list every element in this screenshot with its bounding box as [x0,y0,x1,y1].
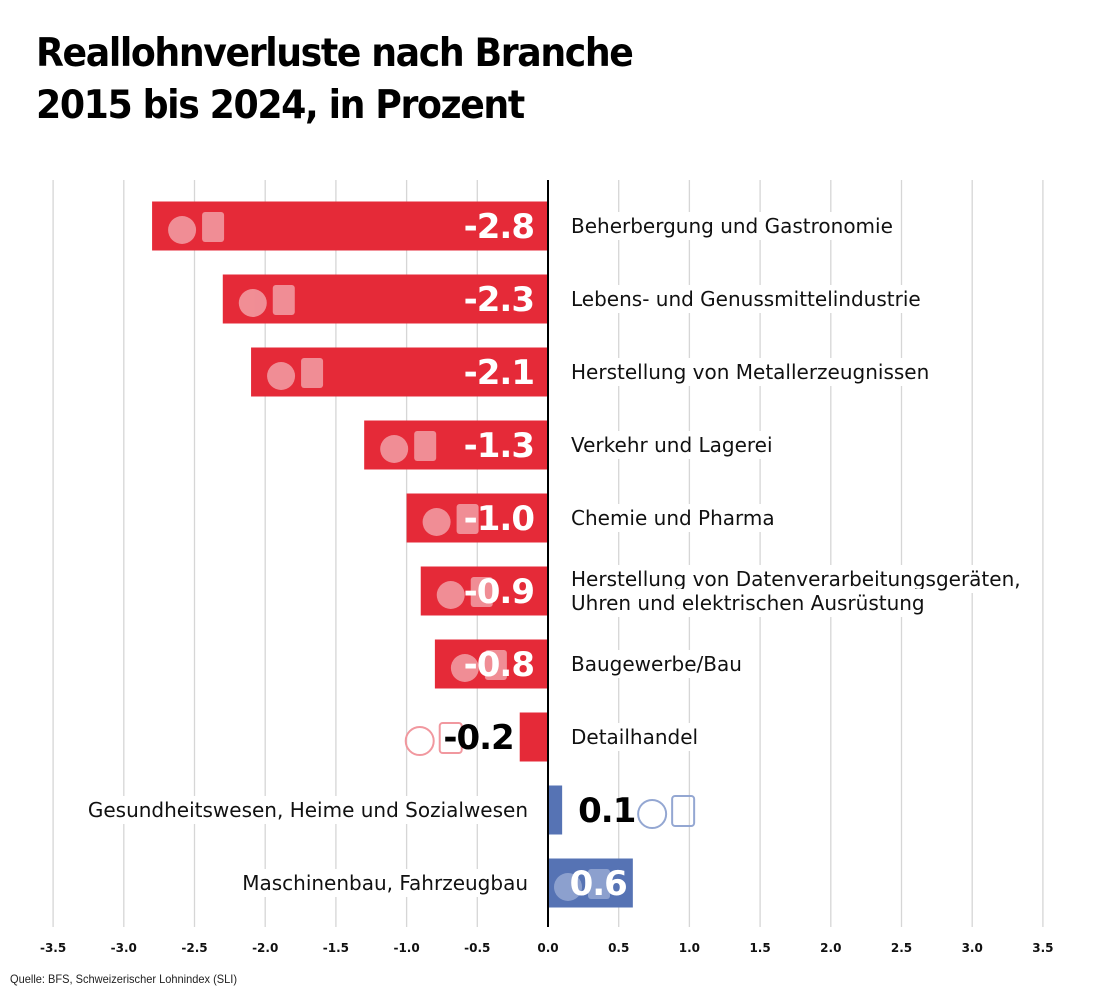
category-label: Maschinenbau, Fahrzeugbau [242,871,528,895]
category-label: Detailhandel [571,725,698,749]
category-label-background [567,565,1025,593]
icon-shape [202,212,225,242]
x-tick-label: 2.5 [891,941,912,955]
x-tick-label: 1.5 [749,941,770,955]
icon-shape [456,504,479,534]
category-label: Herstellung von Metallerzeugnissen [571,360,929,384]
bars [152,201,633,908]
icon-shape [637,799,668,829]
x-tick-label: 3.0 [962,941,983,955]
value-labels: -2.8 -2.3 -2.1 -1.3 -1.0 -0.9 -0.8 -0.2 0.1 0.6 [443,207,636,904]
category-label: Herstellung von Datenverarbeitungsgeräte… [571,567,1021,591]
x-tick-label: -1.0 [393,941,419,955]
wheelbarrow-icon [450,650,507,682]
category-label-background [567,723,703,751]
value-label: -1.0 [464,499,535,539]
category-label: Uhren und elektrischen Ausrüstung [571,591,925,615]
x-tick-label: -2.5 [181,941,207,955]
value-label: -0.8 [464,645,534,685]
category-label-background [83,796,532,824]
category-label-background [567,650,746,678]
category-label: Baugewerbe/Bau [571,652,742,676]
category-label-background [238,869,532,897]
icon-shape [380,435,409,463]
icon-shape [414,431,437,461]
value-label: 0.1 [578,791,635,831]
category-label-background [567,431,777,459]
bar [519,712,548,762]
x-tick-label: 0.0 [537,941,558,955]
x-tick-label: 3.5 [1032,941,1053,955]
flask-and-pill-jar-icon [422,504,479,536]
x-tick-label: 0.5 [608,941,629,955]
source-note: Quelle: BFS, Schweizerischer Lohnindex (… [10,972,238,986]
bar [548,785,563,835]
caring-hand-cross-icon [637,795,696,829]
value-label: -0.2 [443,718,513,758]
icon-shape [470,577,493,607]
truck-and-warehouse-icon [380,431,437,463]
value-label: -2.1 [464,353,534,393]
food-conveyor-icon [238,285,295,317]
icon-shape [436,581,465,609]
steel-beam-and-robot-arm-icon [267,358,324,390]
icon-shape [588,869,610,899]
category-label-background [567,212,897,240]
x-tick-label: 2.0 [820,941,841,955]
bar-icons [168,212,696,901]
category-label: Chemie und Pharma [571,506,775,530]
shopping-cart-icon [404,722,463,756]
category-label: Lebens- und Genussmittelindustrie [571,287,921,311]
category-label-background [567,358,934,386]
bar [251,347,548,397]
x-tick-label: -2.0 [252,941,278,955]
chart-title-line-2: 2015 bis 2024, in Prozent [36,83,525,128]
icon-shape [484,650,507,680]
icon-shape [272,285,295,315]
icon-shape [671,795,696,827]
category-label: Beherbergung und Gastronomie [571,214,893,238]
icon-shape [301,358,324,388]
gears-and-screw-icon [554,869,610,901]
chart-title: Reallohnverluste nach Branche 2015 bis 2… [36,28,634,132]
icon-shape [238,289,267,317]
x-axis-ticks: -3.5 -3.0 -2.5 -2.0 -1.5 -1.0 -0.5 0.0 0.5 1.0 1.5… [40,941,1054,955]
value-label: -0.9 [464,572,534,612]
category-label: Verkehr und Lagerei [571,433,773,457]
value-label: 0.6 [570,864,627,904]
stopwatch-icon [436,577,493,609]
icon-shape [450,654,479,682]
x-tick-label: -3.0 [111,941,137,955]
icon-shape [404,726,435,756]
icon-shape [267,362,296,390]
category-label-background [567,589,929,617]
icon-shape [422,508,451,536]
category-label-background [567,504,779,532]
cloche-and-chef-hat-icon [168,212,225,244]
x-tick-label: -0.5 [464,941,490,955]
icon-shape [168,216,197,244]
x-tick-label: -3.5 [40,941,66,955]
x-tick-label: -1.5 [323,941,349,955]
icon-shape [554,873,582,901]
icon-shape [438,722,463,754]
category-labels: Beherbergung und Gastronomie Lebens- und … [83,212,1025,897]
chart-title-line-1: Reallohnverluste nach Branche [36,31,634,76]
category-label-background [567,285,925,313]
value-label: -1.3 [464,426,534,466]
category-label: Gesundheitswesen, Heime und Sozialwesen [88,798,528,822]
x-tick-label: 1.0 [679,941,700,955]
value-label: -2.8 [464,207,534,247]
value-label: -2.3 [464,280,534,320]
